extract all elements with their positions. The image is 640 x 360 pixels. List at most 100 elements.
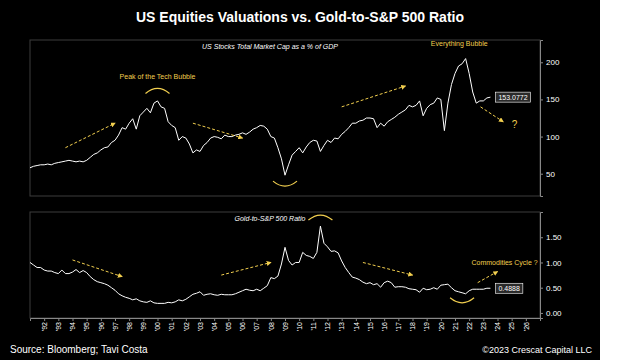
tick: '09 <box>282 318 289 331</box>
tick-label: '92 <box>41 322 48 331</box>
tick-label: '05 <box>225 322 232 331</box>
tick-label: '94 <box>69 322 76 331</box>
tick-mark <box>540 174 543 175</box>
tick-label: '96 <box>98 322 105 331</box>
highlight-arc <box>308 215 332 220</box>
tick-mark <box>540 237 543 238</box>
highlight-arc <box>450 298 474 303</box>
tick: '99 <box>140 318 147 331</box>
tick-mark <box>427 318 428 321</box>
decorations <box>73 215 498 303</box>
trend-arrow <box>342 86 406 107</box>
plot-area <box>30 226 490 303</box>
tick-label: '23 <box>480 322 487 331</box>
tick-mark <box>413 318 414 321</box>
tick-mark <box>285 318 286 321</box>
tick-mark <box>257 318 258 321</box>
tick-label: 150 <box>546 95 560 104</box>
copyright: ©2023 Crescat Capital LLC <box>482 345 592 355</box>
tick: '22 <box>466 318 473 331</box>
tick-mark <box>313 318 314 321</box>
tick-label: 0.50 <box>546 284 562 293</box>
tick-mark <box>356 318 357 321</box>
tick: '20 <box>438 318 445 331</box>
tick-label: '16 <box>381 322 388 331</box>
y-axis: 0.000.501.001.50 <box>540 213 562 319</box>
tick-label: 100 <box>546 133 560 142</box>
highlight-arc <box>146 88 170 93</box>
tick: '12 <box>324 318 331 331</box>
tick-label: '00 <box>154 322 161 331</box>
tick-mark <box>44 318 45 321</box>
tick: '24 <box>494 318 501 331</box>
tick-mark <box>441 318 442 321</box>
last-value-box <box>495 283 522 293</box>
tick: '15 <box>367 318 374 331</box>
tick-mark <box>299 318 300 321</box>
axis-line <box>541 213 544 319</box>
x-axis: '92'93'94'95'96'97'98'99'00'01'02'03'04'… <box>31 318 541 331</box>
tick-label: '22 <box>466 322 473 331</box>
tick-label: '10 <box>296 322 303 331</box>
tick: '11 <box>310 318 317 331</box>
plot-frame <box>30 212 540 318</box>
tick: '01 <box>168 318 175 331</box>
trend-arrow <box>363 262 413 275</box>
tick: '13 <box>338 318 345 331</box>
tick: '96 <box>98 318 105 331</box>
plot-area <box>30 59 490 176</box>
tick-mark <box>540 313 543 314</box>
trend-arrow <box>193 123 243 138</box>
tick-label: '07 <box>253 322 260 331</box>
tick-label: '93 <box>55 322 62 331</box>
tick: '18 <box>409 318 416 331</box>
tick-label: '01 <box>168 322 175 331</box>
y-axis: 50100150200 <box>540 41 560 197</box>
tick: '25 <box>508 318 515 331</box>
tick-label: '09 <box>282 322 289 331</box>
tick-label: '12 <box>324 322 331 331</box>
panel: 0.000.501.001.50'92'93'94'95'96'97'98'99… <box>30 212 562 331</box>
tick: '14 <box>353 318 360 331</box>
trend-arrow <box>65 123 115 148</box>
tick-mark <box>469 318 470 321</box>
tick-mark <box>87 318 88 321</box>
last-value-box <box>495 92 530 102</box>
tick-label: '18 <box>409 322 416 331</box>
tick: '16 <box>381 318 388 331</box>
tick: 150 <box>540 95 560 104</box>
chart-svg: US Equities Valuations vs. Gold-to-S&P 5… <box>0 0 640 360</box>
tick: '92 <box>41 318 48 331</box>
tick: 50 <box>540 170 555 179</box>
tick-mark <box>214 318 215 321</box>
tick-label: '26 <box>523 322 530 331</box>
tick: '02 <box>183 318 190 331</box>
series-line <box>30 59 490 176</box>
last-value: 0.4888 <box>495 283 522 293</box>
tick: 1.00 <box>540 259 562 268</box>
tick-label: '25 <box>508 322 515 331</box>
last-value: 153.0772 <box>495 92 530 102</box>
annotation: Everything Bubble <box>431 40 488 48</box>
tick-label: '11 <box>310 322 317 331</box>
tick-label: '99 <box>140 322 147 331</box>
tick-mark <box>172 318 173 321</box>
tick: '94 <box>69 318 76 331</box>
decorations <box>65 86 503 186</box>
panel: 50100150200US Stocks Total Market Cap as… <box>30 40 560 197</box>
tick-mark <box>143 318 144 321</box>
tick-mark <box>342 318 343 321</box>
axis-line <box>541 41 544 197</box>
tick-mark <box>73 318 74 321</box>
axis-line <box>31 319 541 322</box>
tick-label: '08 <box>268 322 275 331</box>
tick-mark <box>455 318 456 321</box>
tick: '98 <box>126 318 133 331</box>
tick: '93 <box>55 318 62 331</box>
tick: 1.50 <box>540 233 562 242</box>
panel-title: US Stocks Total Market Cap as a % of GDP <box>202 43 338 51</box>
tick-label: '06 <box>239 322 246 331</box>
tick-label: '19 <box>423 322 430 331</box>
last-value-label: 153.0772 <box>498 94 527 101</box>
trend-arrow <box>478 272 498 283</box>
